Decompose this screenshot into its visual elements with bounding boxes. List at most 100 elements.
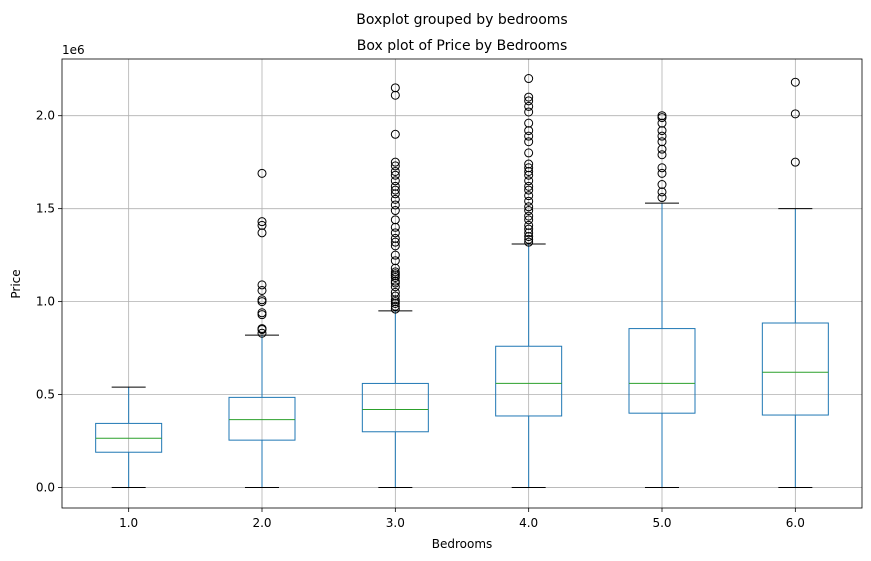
flier-point: [524, 211, 534, 221]
flier-point: [257, 168, 267, 178]
flier-point: [524, 215, 534, 225]
plot-frame: [61, 58, 863, 509]
x-tick-label: 2.0: [252, 516, 271, 530]
flier-point: [524, 107, 534, 117]
flier-point: [390, 237, 400, 247]
flier-point: [257, 280, 267, 290]
flier-point: [657, 111, 667, 121]
box-5.0: [628, 111, 696, 489]
flier-point: [524, 181, 534, 191]
flier-point: [524, 176, 534, 186]
flier-point: [390, 233, 400, 243]
flier-point: [790, 109, 800, 119]
chart-title: Box plot of Price by Bedrooms: [357, 38, 568, 54]
flier-point: [390, 83, 400, 93]
box-2.0: [228, 168, 296, 489]
flier-point: [390, 170, 400, 180]
flier-point: [524, 185, 534, 195]
box-1.0: [95, 386, 163, 489]
flier-point: [524, 202, 534, 212]
flier-point: [390, 256, 400, 266]
flier-point: [657, 187, 667, 197]
flier-point: [257, 308, 267, 318]
iqr-box: [761, 322, 829, 416]
flier-point: [657, 168, 667, 178]
flier-point: [390, 176, 400, 186]
box-4.0: [495, 74, 563, 489]
flier-point: [790, 77, 800, 87]
flier-point: [390, 241, 400, 251]
flier-point: [657, 193, 667, 203]
flier-point: [257, 295, 267, 305]
y-tick-label: 1.0: [36, 295, 55, 309]
flier-point: [524, 101, 534, 111]
y-offset-label: 1e6: [62, 43, 85, 57]
flier-point: [657, 144, 667, 154]
flier-point: [524, 126, 534, 136]
flier-point: [657, 131, 667, 141]
flier-point: [390, 194, 400, 204]
flier-point: [390, 287, 400, 297]
flier-point: [524, 228, 534, 238]
flier-point: [524, 96, 534, 106]
flier-point: [257, 328, 267, 338]
x-tick-label: 5.0: [652, 516, 671, 530]
flier-point: [390, 291, 400, 301]
flier-point: [524, 237, 534, 247]
flier-point: [524, 220, 534, 230]
x-tick-label: 6.0: [786, 516, 805, 530]
flier-point: [657, 163, 667, 173]
flier-point: [524, 224, 534, 234]
flier-point: [257, 285, 267, 295]
flier-point: [390, 90, 400, 100]
flier-point: [390, 304, 400, 314]
flier-point: [390, 250, 400, 260]
y-tick-label: 0.5: [36, 388, 55, 402]
flier-point: [657, 150, 667, 160]
flier-point: [390, 282, 400, 292]
flier-point: [257, 324, 267, 334]
box-6.0: [761, 77, 829, 489]
flier-point: [390, 185, 400, 195]
flier-point: [390, 276, 400, 286]
flier-point: [524, 234, 534, 244]
flier-point: [524, 170, 534, 180]
flier-point: [524, 163, 534, 173]
flier-point: [257, 228, 267, 238]
flier-point: [790, 157, 800, 167]
flier-point: [390, 200, 400, 210]
flier-point: [390, 157, 400, 167]
flier-point: [524, 92, 534, 102]
flier-point: [390, 263, 400, 273]
flier-point: [390, 129, 400, 139]
flier-point: [390, 301, 400, 311]
flier-point: [524, 232, 534, 242]
flier-point: [390, 267, 400, 277]
axes: [58, 58, 863, 512]
flier-point: [524, 137, 534, 147]
iqr-box: [628, 328, 696, 414]
flier-point: [524, 131, 534, 141]
iqr-box: [495, 345, 563, 417]
flier-point: [390, 215, 400, 225]
flier-point: [524, 159, 534, 169]
y-tick-label: 0.0: [36, 481, 55, 495]
flier-point: [524, 74, 534, 84]
flier-point: [257, 217, 267, 227]
y-axis-label: Price: [9, 269, 23, 298]
x-axis-label: Bedrooms: [432, 537, 493, 551]
tick-labels: 0.0 0.5 1.0 1.5 2.0 1.0 2.0 3.0 4.0 5.0 6.0: [36, 109, 805, 530]
y-tick-label: 2.0: [36, 109, 55, 123]
iqr-box: [361, 382, 429, 433]
flier-point: [390, 181, 400, 191]
box-3.0: [361, 83, 429, 489]
flier-point: [657, 179, 667, 189]
flier-point: [257, 220, 267, 230]
flier-point: [390, 189, 400, 199]
flier-point: [524, 196, 534, 206]
figure-suptitle: Boxplot grouped by bedrooms: [356, 12, 567, 28]
grid-lines: [62, 59, 862, 508]
flier-point: [657, 137, 667, 147]
iqr-box: [228, 396, 296, 441]
